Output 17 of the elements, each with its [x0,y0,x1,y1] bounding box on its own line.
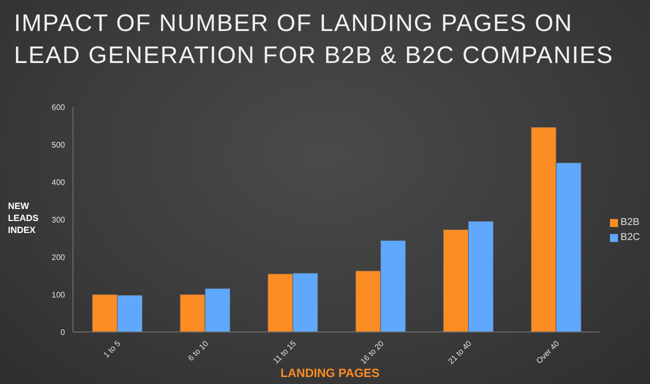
x-axis-title: LANDING PAGES [279,366,381,380]
legend-label: B2B [620,217,640,228]
y-tick-label: 0 [60,328,66,337]
x-tick-label: 6 to 10 [186,338,210,363]
x-tick-label: 11 to 15 [271,338,298,366]
chart-title: IMPACT OF NUMBER OF LANDING PAGES ON LEAD GENERATION FOR B2B & B2C COMPANIES [14,9,614,71]
y-tick-label: 600 [52,102,66,112]
y-axis-title: NEW LEADS INDEX [8,200,40,236]
x-tick-label: 21 to 40 [446,338,474,366]
y-tick-label: 400 [52,178,66,187]
x-tick-label: 1 to 5 [102,338,123,360]
x-tick-label: 16 to 20 [358,338,386,366]
y-tick-label: 300 [52,215,66,224]
y-tick-label: 200 [52,252,66,262]
y-tick-label: 500 [52,140,66,150]
text: B2C [620,232,640,243]
y-tick-label: 100 [52,290,66,300]
